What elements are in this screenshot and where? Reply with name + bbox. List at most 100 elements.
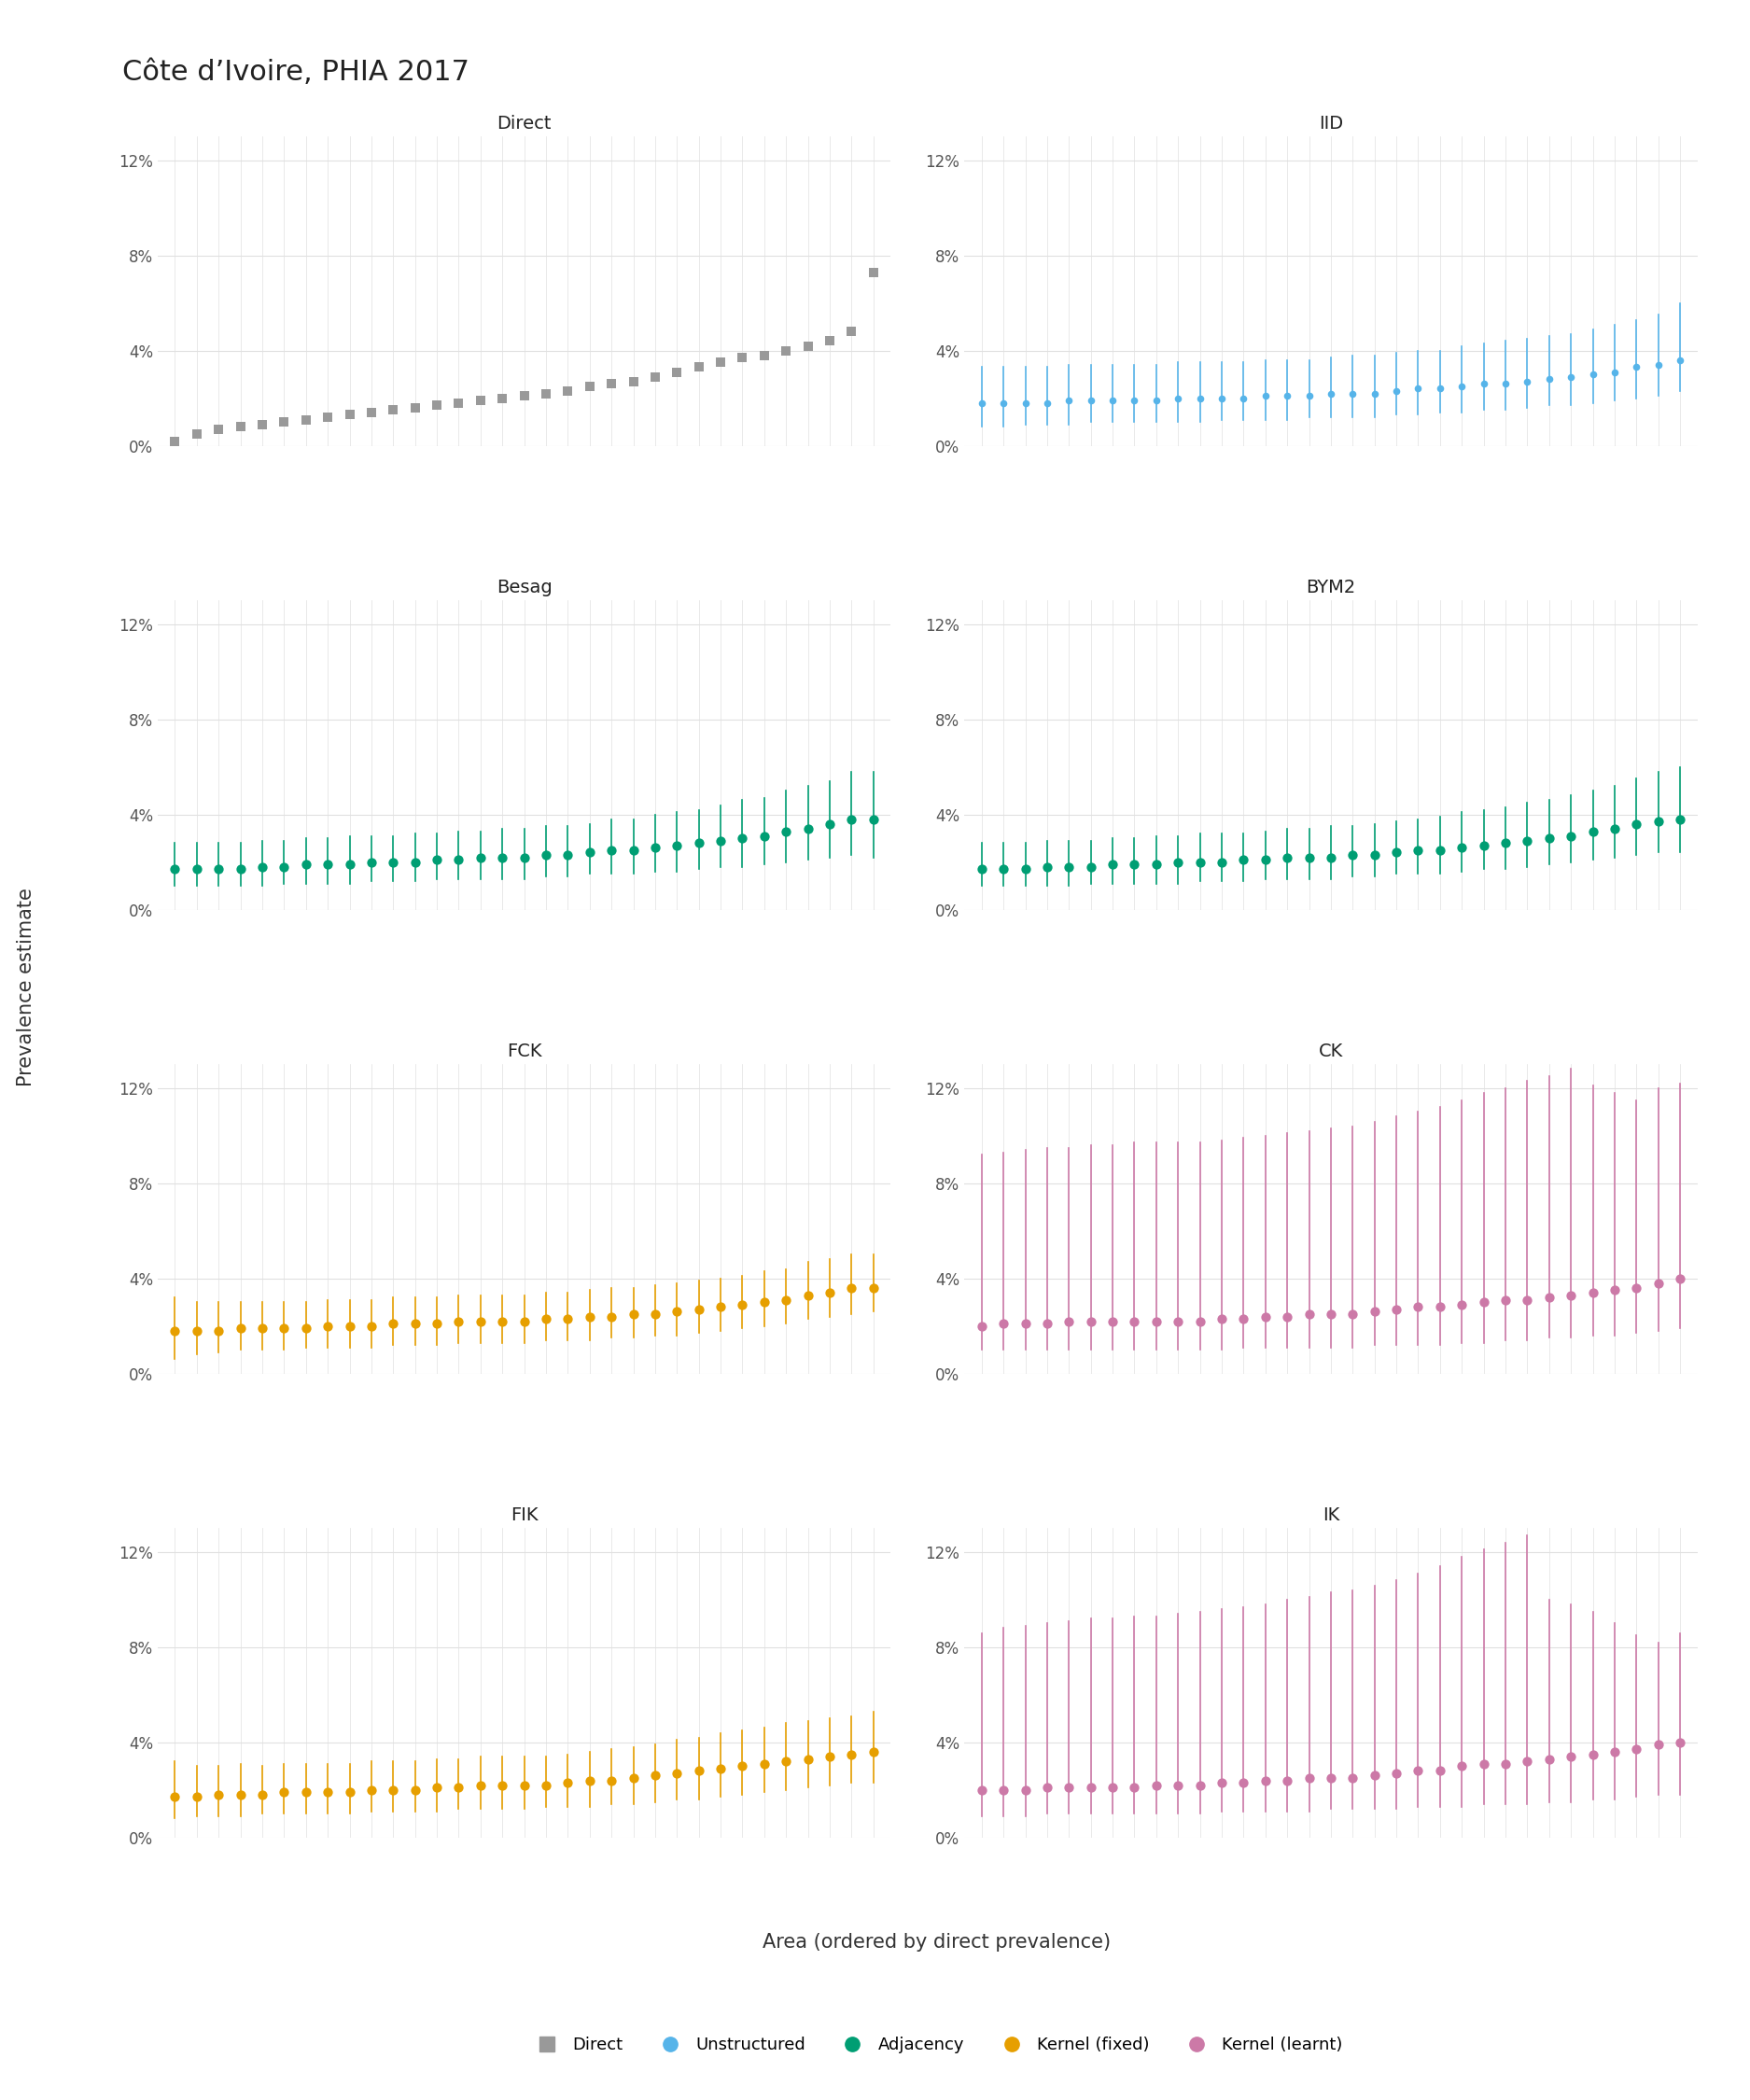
Point xyxy=(1447,1749,1475,1783)
Point xyxy=(1470,1285,1498,1319)
Point xyxy=(161,1781,189,1814)
Point xyxy=(1535,1743,1563,1777)
Point xyxy=(270,405,298,439)
Point xyxy=(684,825,712,859)
Point xyxy=(1208,1302,1236,1336)
Point xyxy=(1076,384,1104,418)
Point xyxy=(1230,1766,1258,1800)
Point xyxy=(467,1768,495,1802)
Point xyxy=(424,1770,452,1804)
Point xyxy=(488,382,516,416)
Point xyxy=(467,384,495,418)
Point xyxy=(1382,1294,1410,1327)
Point xyxy=(1491,1283,1519,1317)
Point xyxy=(838,1270,866,1304)
Point xyxy=(1032,1306,1060,1340)
Point xyxy=(816,806,843,840)
Point xyxy=(1514,823,1542,857)
Point xyxy=(1208,1766,1236,1800)
Point xyxy=(1601,813,1629,846)
Point xyxy=(1076,851,1104,884)
Point xyxy=(182,1315,210,1348)
Title: CK: CK xyxy=(1318,1042,1342,1060)
Point xyxy=(989,853,1017,886)
Point xyxy=(532,838,560,871)
Point xyxy=(553,1302,581,1336)
Point xyxy=(751,1747,779,1781)
Point xyxy=(1578,357,1606,391)
Point xyxy=(270,851,298,884)
Point xyxy=(1360,838,1388,871)
Point xyxy=(1601,1273,1629,1306)
Point xyxy=(532,1768,560,1802)
Point xyxy=(248,851,276,884)
Point xyxy=(859,256,887,290)
Point xyxy=(1295,1762,1323,1796)
Point xyxy=(424,388,452,422)
Point xyxy=(553,374,581,407)
Point xyxy=(576,370,604,403)
Point xyxy=(772,815,800,848)
Point xyxy=(772,334,800,368)
Point xyxy=(357,395,385,428)
Point xyxy=(1470,830,1498,863)
Point xyxy=(1578,1737,1606,1770)
Point xyxy=(511,840,539,874)
Point xyxy=(488,840,516,874)
Point xyxy=(772,1745,800,1779)
Point xyxy=(401,1772,429,1806)
Point xyxy=(968,386,996,420)
Point xyxy=(1316,1762,1344,1796)
Point xyxy=(640,1760,668,1793)
Point xyxy=(1535,1281,1563,1315)
Point xyxy=(838,1737,866,1770)
Point xyxy=(380,846,408,880)
Point xyxy=(1578,815,1606,848)
Point xyxy=(751,1285,779,1319)
Point xyxy=(597,1764,625,1798)
Point xyxy=(968,1772,996,1806)
Point xyxy=(292,1312,320,1346)
Point xyxy=(1382,836,1410,869)
Point xyxy=(620,365,648,399)
Title: IID: IID xyxy=(1320,116,1342,132)
Point xyxy=(1645,804,1673,838)
Point xyxy=(816,1277,843,1310)
Point xyxy=(313,401,341,435)
Point xyxy=(1099,384,1127,418)
Point xyxy=(816,1739,843,1772)
Point xyxy=(205,412,233,445)
Point xyxy=(336,848,364,882)
Point xyxy=(467,840,495,874)
Point xyxy=(728,821,756,855)
Point xyxy=(1360,1296,1388,1329)
Title: Besag: Besag xyxy=(497,580,551,596)
Point xyxy=(1076,1770,1104,1804)
Point xyxy=(968,1308,996,1342)
Point xyxy=(467,1304,495,1338)
Point xyxy=(1012,853,1040,886)
Point xyxy=(728,340,756,374)
Point xyxy=(1491,368,1519,401)
Point xyxy=(511,1768,539,1802)
Point xyxy=(1251,842,1279,876)
Point xyxy=(1186,1768,1214,1802)
Point xyxy=(1230,842,1258,876)
Point xyxy=(380,393,408,426)
Point xyxy=(1230,1302,1258,1336)
Point xyxy=(1426,372,1454,405)
Point xyxy=(1622,806,1650,840)
Point xyxy=(1099,1304,1127,1338)
Legend: Direct, Unstructured, Adjacency, Kernel (fixed), Kernel (learnt): Direct, Unstructured, Adjacency, Kernel … xyxy=(523,2031,1349,2060)
Point xyxy=(1120,848,1148,882)
Point xyxy=(488,1304,516,1338)
Point xyxy=(794,330,822,363)
Point xyxy=(663,830,691,863)
Point xyxy=(1012,1306,1040,1340)
Point xyxy=(292,403,320,437)
Point xyxy=(859,1735,887,1768)
Point xyxy=(620,834,648,867)
Point xyxy=(707,1289,735,1323)
Point xyxy=(1032,386,1060,420)
Point xyxy=(248,407,276,441)
